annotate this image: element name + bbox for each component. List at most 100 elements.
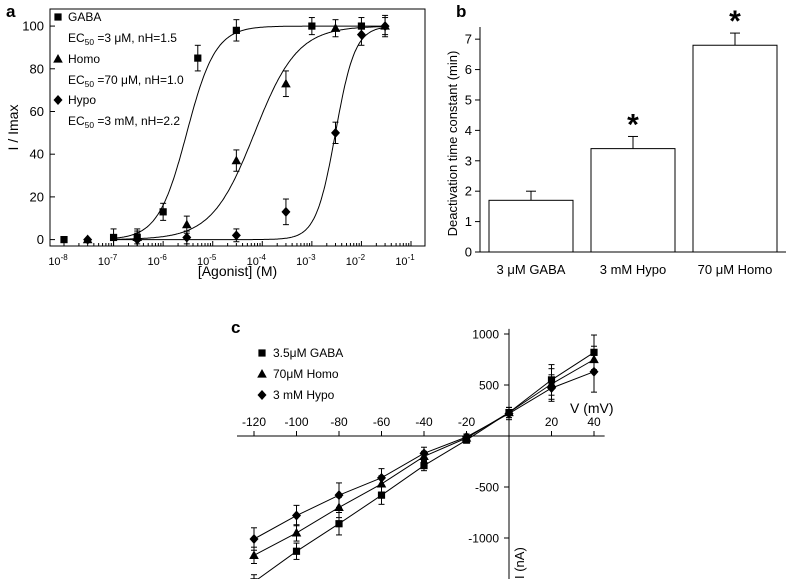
panel-a-dose-response-chart: 0 20 40 60 80 100 10-8 10-7 10-6 10-5 10-4 10-3 10-2… — [5, 8, 426, 279]
fit-curve-gaba — [111, 25, 387, 239]
panel-b-bar-chart: 0 1 2 3 4 5 6 7 Deactivation time constant (min)… — [445, 5, 786, 277]
y-tick-label: 60 — [30, 104, 44, 119]
x-axis-label: [Agonist] (M) — [198, 263, 277, 279]
legend-marker — [257, 390, 267, 400]
legend-marker — [257, 369, 267, 378]
y-axis-label: Deactivation time constant (min) — [445, 51, 460, 237]
data-point-hypo — [231, 230, 241, 241]
y-tick-label: 0 — [465, 245, 472, 260]
y-tick-label: 1000 — [472, 328, 499, 342]
data-point — [420, 461, 428, 470]
data-point — [377, 472, 386, 483]
data-point — [547, 383, 556, 394]
bar-category-label: 70 μM Homo — [698, 262, 773, 277]
x-tick-label: -60 — [373, 415, 391, 429]
y-tick-label: -1000 — [468, 532, 499, 546]
y-tick-label: 0 — [37, 232, 44, 247]
data-point — [335, 520, 343, 528]
x-tick-label: -20 — [458, 415, 476, 429]
data-point — [377, 491, 386, 499]
x-tick-label: 10-8 — [48, 253, 68, 268]
legend-label-homo: Homo — [68, 52, 100, 66]
legend-marker — [258, 349, 266, 357]
data-point-gaba — [194, 54, 202, 62]
y-tick-label: 20 — [30, 189, 44, 204]
y-tick-label: 7 — [465, 32, 472, 47]
data-point-hypo — [83, 234, 93, 245]
legend-marker-hypo — [53, 95, 63, 105]
y-tick-label: 6 — [465, 62, 472, 77]
legend-label: 3.5μM GABA — [273, 346, 343, 360]
legend-label: 70μM Homo — [273, 367, 339, 381]
panel-b-label: b — [456, 2, 466, 21]
data-point-gaba — [232, 26, 240, 34]
x-tick-label: 10-5 — [197, 253, 217, 268]
error-bar — [251, 574, 257, 579]
y-tick-label: 4 — [465, 123, 472, 138]
legend-label-gaba: GABA — [68, 10, 101, 24]
x-tick-label: 40 — [587, 415, 601, 429]
data-point-hypo — [356, 29, 366, 40]
panel-c-label: c — [231, 318, 240, 337]
bar-category-label: 3 μM GABA — [497, 262, 566, 277]
data-point-hypo — [182, 232, 192, 243]
data-point — [419, 448, 429, 459]
data-point-gaba — [109, 233, 118, 242]
y-tick-label: 5 — [465, 92, 472, 107]
data-point-hypo — [331, 127, 341, 138]
significance-star: * — [627, 108, 639, 141]
y-tick-label: -500 — [475, 481, 499, 495]
data-point — [292, 547, 301, 555]
x-tick-label: -120 — [242, 415, 266, 429]
data-point-hypo — [281, 206, 291, 217]
data-point — [291, 527, 302, 537]
legend-marker-homo — [53, 54, 63, 63]
data-point-homo — [181, 219, 192, 229]
fit-curve-homo — [111, 26, 387, 240]
legend-label-hypo: Hypo — [68, 93, 96, 107]
x-tick-label: 10-6 — [147, 253, 167, 268]
data-point — [462, 432, 471, 443]
legend-label: 3 mM Hypo — [273, 388, 335, 402]
y-axis-label: I / Imax — [5, 105, 21, 151]
legend-ec50-homo: EC50 =70 μM, nH=1.0 — [68, 73, 184, 89]
bar — [488, 199, 574, 253]
data-point-gaba — [159, 208, 167, 216]
data-point — [249, 534, 259, 545]
x-axis-label: V (mV) — [570, 400, 614, 416]
data-point-homo — [330, 23, 341, 32]
bar — [590, 148, 676, 253]
data-point-hypo — [132, 234, 142, 245]
data-point — [292, 510, 301, 521]
data-point — [334, 490, 344, 501]
y-tick-label: 100 — [22, 19, 44, 34]
data-point — [504, 408, 514, 419]
x-tick-label: 10-1 — [395, 253, 415, 268]
fit-curve-hypo — [111, 26, 387, 241]
data-point-homo — [281, 78, 291, 88]
x-tick-label: -80 — [330, 415, 348, 429]
data-point — [249, 550, 259, 559]
panel-a-label: a — [6, 2, 16, 21]
y-tick-label: 500 — [479, 379, 499, 393]
x-tick-label: 20 — [545, 415, 559, 429]
bar — [692, 44, 778, 253]
y-tick-label: 3 — [465, 153, 472, 168]
legend-marker-gaba — [54, 13, 62, 21]
panel-c-iv-chart: -120-100-80-60-40-202040-1500-1000-50050… — [237, 328, 614, 579]
y-tick-label: 40 — [30, 147, 44, 162]
x-tick-label: 10-3 — [296, 253, 316, 268]
x-tick-label: 10-2 — [346, 253, 366, 268]
x-tick-label: -40 — [415, 415, 433, 429]
x-tick-label: 10-7 — [98, 253, 118, 268]
y-axis-label: I (nA) — [512, 547, 527, 579]
data-point-hypo — [380, 21, 390, 32]
legend-ec50-gaba: EC50 =3 μM, nH=1.5 — [68, 31, 177, 47]
y-tick-label: 1 — [465, 214, 472, 229]
x-tick-label: 10-4 — [247, 253, 267, 268]
data-point-gaba — [308, 22, 316, 30]
data-point — [589, 366, 599, 377]
significance-star: * — [729, 5, 741, 38]
y-tick-label: 2 — [465, 184, 472, 199]
